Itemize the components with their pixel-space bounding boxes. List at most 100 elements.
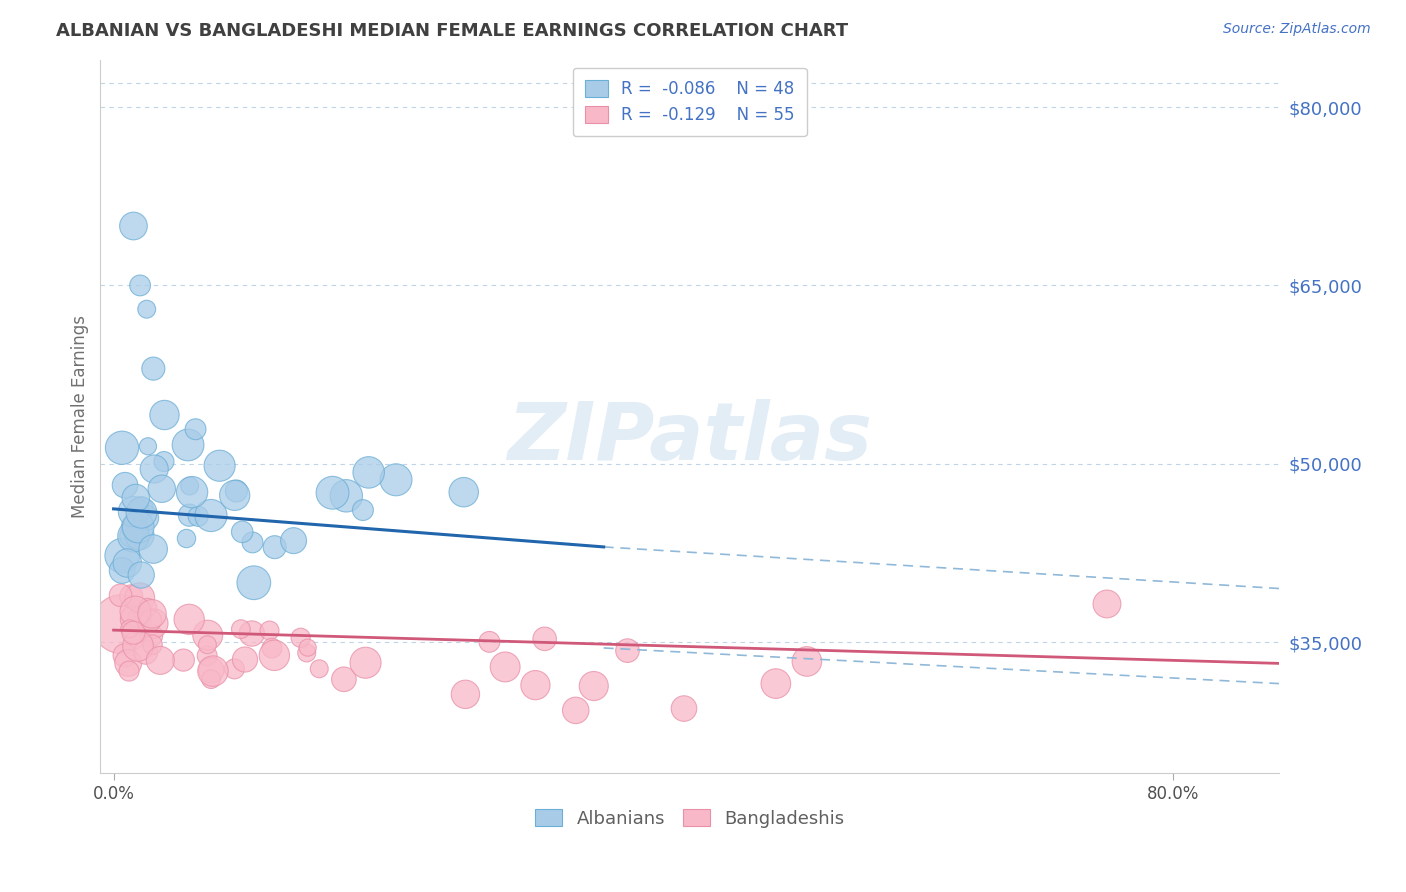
Point bbox=[128, 528, 150, 542]
Point bbox=[136, 600, 159, 615]
Point bbox=[385, 473, 408, 487]
Point bbox=[582, 679, 605, 693]
Point bbox=[149, 653, 172, 667]
Point bbox=[129, 568, 152, 582]
Point bbox=[453, 485, 475, 500]
Point bbox=[172, 653, 194, 667]
Point bbox=[111, 549, 134, 563]
Point bbox=[357, 466, 380, 480]
Point bbox=[139, 613, 162, 627]
Point bbox=[242, 535, 264, 549]
Point bbox=[118, 664, 141, 678]
Point bbox=[201, 664, 224, 678]
Point bbox=[765, 676, 787, 690]
Point bbox=[195, 648, 218, 663]
Point bbox=[141, 607, 163, 621]
Point bbox=[616, 643, 638, 657]
Point bbox=[231, 524, 253, 539]
Point bbox=[494, 660, 516, 674]
Point bbox=[263, 648, 285, 663]
Point bbox=[179, 508, 201, 523]
Point bbox=[308, 662, 330, 676]
Point bbox=[125, 491, 148, 505]
Point bbox=[111, 564, 134, 578]
Point bbox=[225, 483, 247, 498]
Point bbox=[672, 701, 695, 715]
Point bbox=[132, 607, 155, 622]
Point bbox=[208, 458, 231, 473]
Point bbox=[333, 673, 356, 687]
Point bbox=[524, 678, 547, 692]
Point bbox=[1095, 597, 1118, 611]
Point bbox=[335, 489, 357, 503]
Point bbox=[143, 462, 166, 476]
Point bbox=[131, 506, 153, 520]
Point bbox=[124, 612, 146, 626]
Legend: Albanians, Bangladeshis: Albanians, Bangladeshis bbox=[527, 802, 852, 835]
Point bbox=[127, 639, 149, 653]
Point bbox=[184, 422, 207, 436]
Point bbox=[117, 556, 139, 570]
Point bbox=[229, 622, 252, 636]
Point bbox=[124, 520, 146, 534]
Point bbox=[141, 638, 163, 652]
Point bbox=[533, 632, 555, 646]
Point bbox=[135, 645, 157, 659]
Point bbox=[200, 508, 222, 523]
Point bbox=[121, 528, 143, 542]
Point bbox=[142, 616, 165, 631]
Point bbox=[197, 628, 219, 642]
Point bbox=[110, 588, 132, 602]
Point bbox=[124, 605, 146, 619]
Point bbox=[177, 438, 200, 452]
Point bbox=[122, 219, 145, 233]
Point bbox=[120, 590, 142, 604]
Point bbox=[122, 529, 145, 543]
Point bbox=[135, 302, 157, 317]
Point bbox=[141, 628, 163, 642]
Point bbox=[110, 617, 132, 632]
Point bbox=[118, 622, 141, 636]
Point bbox=[153, 454, 176, 468]
Point bbox=[128, 591, 150, 605]
Point bbox=[111, 441, 134, 455]
Point bbox=[122, 505, 145, 519]
Point bbox=[240, 626, 263, 640]
Point bbox=[122, 625, 145, 640]
Point bbox=[136, 439, 159, 453]
Point bbox=[127, 520, 149, 534]
Point bbox=[354, 656, 377, 670]
Point bbox=[135, 511, 157, 525]
Point bbox=[142, 361, 165, 376]
Point bbox=[200, 663, 222, 677]
Point bbox=[564, 703, 586, 717]
Y-axis label: Median Female Earnings: Median Female Earnings bbox=[72, 315, 89, 517]
Point bbox=[260, 641, 283, 656]
Point bbox=[181, 485, 204, 500]
Point bbox=[454, 687, 477, 701]
Text: Source: ZipAtlas.com: Source: ZipAtlas.com bbox=[1223, 22, 1371, 37]
Point bbox=[478, 635, 501, 649]
Point bbox=[129, 278, 152, 293]
Text: ALBANIAN VS BANGLADESHI MEDIAN FEMALE EARNINGS CORRELATION CHART: ALBANIAN VS BANGLADESHI MEDIAN FEMALE EA… bbox=[56, 22, 848, 40]
Point bbox=[224, 662, 246, 676]
Point bbox=[129, 502, 152, 516]
Point bbox=[297, 640, 319, 655]
Text: ZIPatlas: ZIPatlas bbox=[508, 399, 872, 476]
Point bbox=[114, 648, 136, 663]
Point bbox=[142, 542, 165, 557]
Point bbox=[114, 478, 136, 492]
Point bbox=[243, 575, 266, 590]
Point bbox=[150, 482, 173, 496]
Point bbox=[179, 479, 201, 493]
Point bbox=[127, 611, 149, 625]
Point bbox=[197, 638, 219, 652]
Point bbox=[290, 631, 312, 645]
Point bbox=[283, 533, 305, 548]
Point bbox=[322, 485, 344, 500]
Point bbox=[117, 656, 139, 670]
Point bbox=[153, 408, 176, 422]
Point bbox=[187, 509, 209, 524]
Point bbox=[263, 540, 285, 554]
Point bbox=[295, 646, 318, 660]
